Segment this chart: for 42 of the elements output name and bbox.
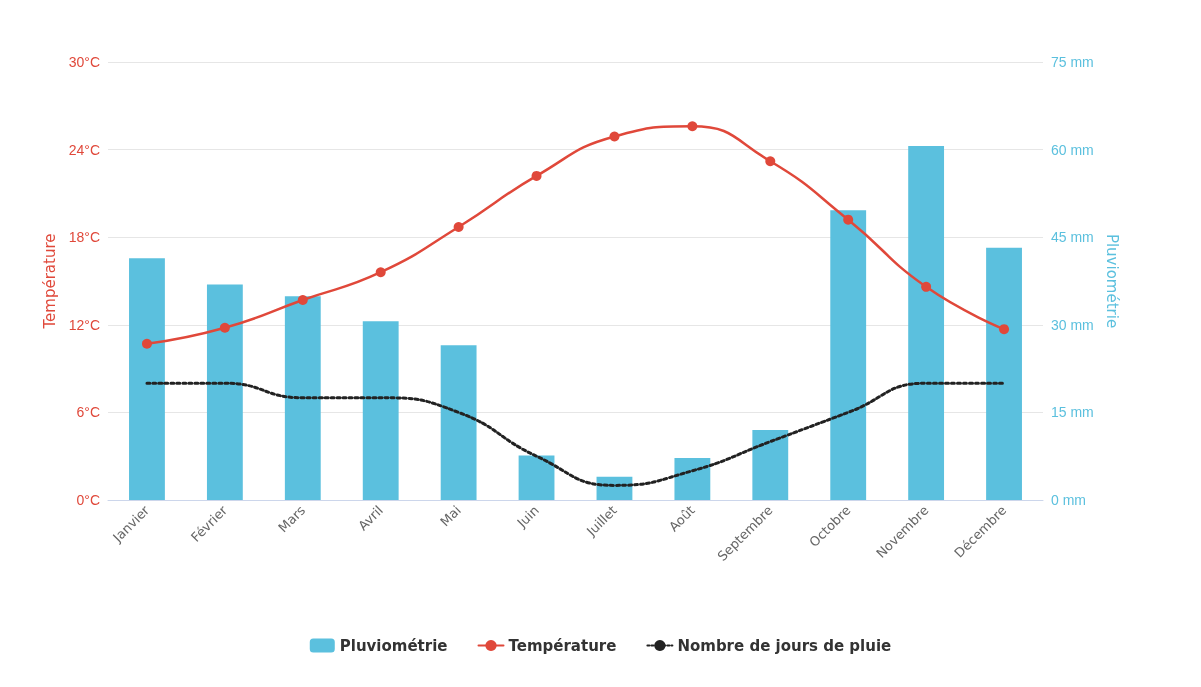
point (843, 214, 854, 225)
point (999, 324, 1010, 335)
legend-label: Nombre de jours de pluie (677, 636, 892, 655)
y-axis-title: Température (41, 233, 60, 330)
y2-tick-label: 75 mm (1051, 54, 1094, 70)
point (531, 170, 542, 181)
y2-axis-title: Pluviométrie (1103, 233, 1122, 329)
bar (830, 210, 867, 500)
y2-tick-label: 60 mm (1051, 141, 1094, 158)
legend-label: Température (508, 636, 617, 655)
point (297, 294, 308, 305)
y-tick-label: 12°C (68, 316, 100, 333)
point (375, 267, 386, 278)
y-tick-label: 0°C (76, 492, 100, 508)
y2-tick-label: 30 mm (1051, 316, 1094, 333)
bar (752, 429, 789, 500)
bar (908, 146, 945, 500)
bar (362, 321, 399, 500)
bar (986, 247, 1022, 500)
y-tick-label: 6°C (76, 404, 100, 421)
line-series (145, 381, 1006, 487)
point (141, 338, 152, 349)
x-tick-label: Mai (437, 502, 464, 530)
bar (129, 258, 165, 500)
point (453, 221, 464, 232)
point (219, 322, 230, 333)
legend-label: Pluviométrie (339, 636, 448, 655)
point (609, 131, 620, 142)
bar (284, 296, 321, 500)
y-tick-label: 24°C (68, 141, 100, 158)
bar (440, 345, 477, 500)
y-tick-label: 18°C (68, 229, 100, 246)
y2-tick-label: 45 mm (1051, 229, 1094, 246)
bar (674, 457, 711, 500)
y2-tick-label: 0 mm (1051, 492, 1086, 508)
point (687, 121, 698, 132)
bar (206, 284, 243, 500)
point (921, 281, 932, 292)
point (765, 156, 776, 167)
y2-tick-label: 15 mm (1051, 404, 1094, 421)
bar (518, 455, 555, 500)
y-tick-label: 30°C (68, 54, 100, 70)
